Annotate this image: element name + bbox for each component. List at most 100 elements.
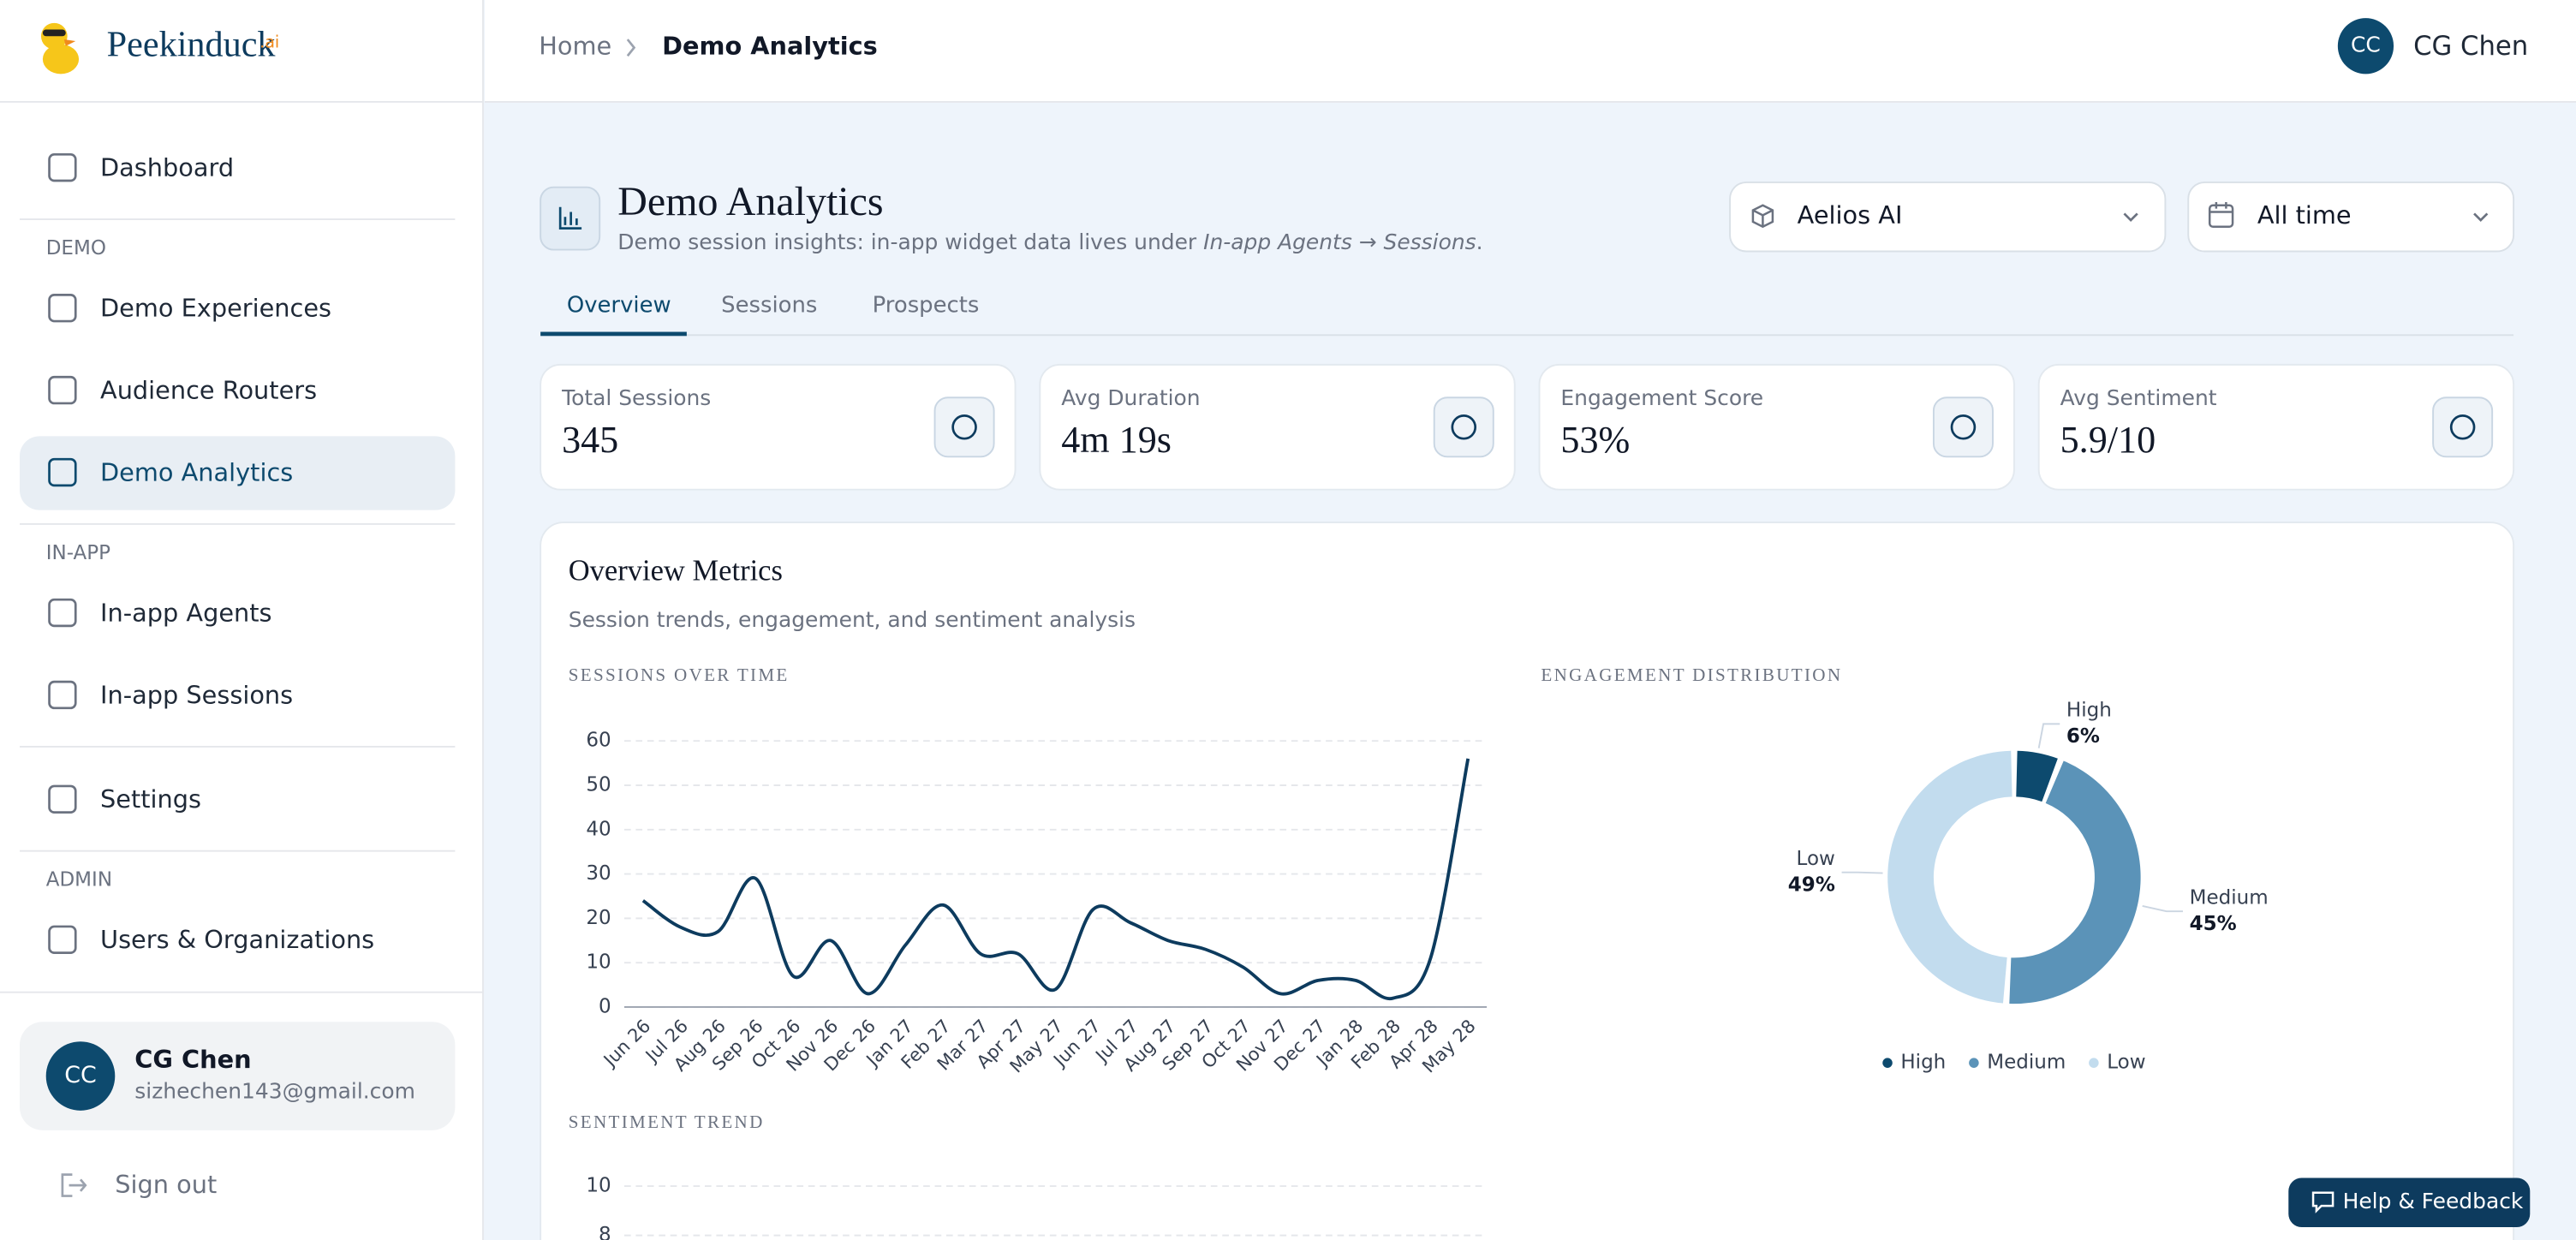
subtitle-emphasis: In-app Agents → Sessions — [1203, 230, 1476, 254]
card-subtitle: Session trends, engagement, and sentimen… — [569, 607, 1136, 632]
legend-label: High — [1900, 1052, 1946, 1074]
section-title: DEMO — [46, 237, 106, 259]
breadcrumb-link[interactable]: Home — [539, 32, 611, 61]
nav-item[interactable]: In-app Agents — [100, 598, 272, 627]
nav-item[interactable]: Demo Analytics — [100, 457, 293, 486]
y-tick-label: 10 — [586, 951, 611, 974]
slice-value: 6% — [2066, 725, 2100, 748]
stat-value: 4m 19s — [1061, 419, 1172, 461]
stat-icon — [933, 396, 995, 458]
stat-icon — [1433, 396, 1494, 458]
stat-icon-glyph — [951, 414, 977, 440]
y-tick-label: 0 — [599, 995, 611, 1017]
slice-label: Low — [1797, 848, 1835, 870]
pie-slice — [2016, 750, 2058, 802]
pie-slice — [2009, 760, 2141, 1005]
nav-icon — [48, 457, 77, 487]
y-tick-label: 60 — [586, 730, 611, 752]
leader-line — [2037, 723, 2060, 748]
y-tick-label: 20 — [586, 907, 611, 929]
nav-item[interactable]: Dashboard — [100, 153, 234, 182]
stat-icon-glyph — [1451, 414, 1477, 440]
legend: High Medium Low — [1882, 1052, 2146, 1074]
y-tick-label: 8 — [599, 1224, 611, 1240]
slice-label: High — [2066, 700, 2112, 722]
nav-item[interactable]: Users & Organizations — [100, 925, 374, 954]
subtitle-text: Demo session insights: in-app widget dat… — [617, 230, 1203, 254]
chart-title: SENTIMENT TREND — [569, 1112, 765, 1132]
card-title: Overview Metrics — [569, 554, 783, 587]
chart-title: SESSIONS OVER TIME — [569, 665, 790, 685]
nav-item[interactable]: Settings — [100, 784, 201, 814]
section-title: IN-APP — [46, 542, 110, 564]
pie-slice — [1887, 750, 2012, 1004]
section-title: ADMIN — [46, 869, 112, 891]
legend-swatch — [1882, 1058, 1893, 1068]
stat-cards: Total Sessions 345 Avg Duration 4m 19s Engag… — [540, 363, 2515, 491]
legend-swatch — [2089, 1058, 2099, 1068]
chart-title: ENGAGEMENT DISTRIBUTION — [1541, 665, 1842, 685]
tab[interactable]: Overview — [567, 292, 671, 318]
nav: Dashboard DEMO Demo Experiences Audience Ro… — [20, 152, 456, 954]
slice-value: 45% — [2190, 913, 2237, 935]
avatar — [45, 1041, 116, 1111]
legend-label: Low — [2107, 1052, 2145, 1074]
user-card[interactable] — [20, 1022, 456, 1130]
subtitle-end: . — [1476, 230, 1483, 254]
nav-icon — [48, 598, 77, 628]
logo-icon — [40, 22, 80, 75]
y-tick-label: 30 — [586, 862, 611, 885]
filter[interactable] — [1729, 181, 2167, 253]
slice-value: 49% — [1788, 874, 1835, 897]
help-button[interactable] — [2288, 1177, 2531, 1228]
avatar-initials: CC — [64, 1062, 97, 1088]
stat-label: Total Sessions — [561, 385, 711, 410]
user-name: CG Chen — [134, 1045, 251, 1074]
metrics-card — [540, 522, 2515, 1240]
header-avatar-initials: CC — [2351, 33, 2381, 57]
page-icon-glyph — [558, 206, 582, 230]
stat-label: Avg Duration — [1061, 385, 1200, 410]
stat-card — [1039, 363, 1516, 491]
stat-icon — [1932, 396, 1994, 458]
nav-item[interactable]: Audience Routers — [100, 376, 317, 405]
filter-label: All time — [2257, 200, 2352, 230]
stat-value: 345 — [562, 419, 618, 461]
help-label: Help & Feedback — [2343, 1189, 2524, 1213]
breadcrumb-current: Demo Analytics — [662, 32, 878, 61]
brand-suffix: .ai — [259, 32, 279, 51]
sign-out-icon — [61, 1173, 87, 1197]
stat-icon-glyph — [2449, 414, 2476, 440]
nav-active-bg — [20, 436, 456, 510]
tab[interactable]: Prospects — [873, 292, 980, 318]
stat-card — [2037, 363, 2515, 491]
stat-card — [1538, 363, 2015, 491]
stat-value: 5.9/10 — [2060, 419, 2156, 461]
nav-item[interactable]: In-app Sessions — [100, 680, 293, 709]
stat-icon — [2432, 396, 2494, 458]
sign-out[interactable]: Sign out — [115, 1170, 217, 1199]
stat-card — [540, 363, 1017, 491]
filter[interactable] — [2187, 181, 2515, 253]
header-avatar[interactable] — [2337, 18, 2394, 75]
nav-icon — [48, 784, 77, 814]
nav-icon — [48, 152, 77, 182]
header-user-name: CG Chen — [2413, 32, 2528, 62]
y-tick-label: 10 — [586, 1175, 611, 1197]
legend-label: Medium — [1987, 1052, 2066, 1074]
nav-item[interactable]: Demo Experiences — [100, 294, 331, 323]
nav-icon — [48, 925, 77, 954]
stat-label: Avg Sentiment — [2060, 385, 2217, 410]
stat-value: 53% — [1560, 419, 1630, 461]
legend-swatch — [1969, 1058, 1979, 1068]
user-email: sizhechen143@gmail.com — [134, 1079, 415, 1104]
y-tick-label: 50 — [586, 773, 611, 796]
y-tick-label: 40 — [586, 818, 611, 840]
nav-icon — [48, 375, 77, 405]
series-line — [641, 758, 1470, 1001]
filter-label: Aelios AI — [1798, 200, 1903, 230]
slice-label: Medium — [2190, 886, 2269, 909]
leader-line — [2142, 904, 2183, 913]
tab[interactable]: Sessions — [721, 292, 817, 318]
nav-icon — [48, 294, 77, 323]
